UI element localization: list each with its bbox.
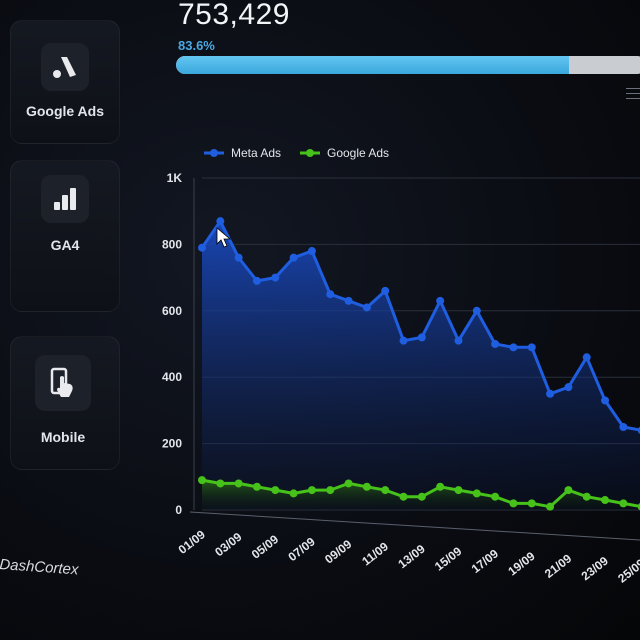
legend-label: Google Ads [327,146,389,160]
data-point [509,499,518,508]
sidebar: Google Ads GA4 Mobile DashCortex [0,0,128,640]
x-tick-label: 19/09 [505,549,538,579]
google-ads-icon [41,43,89,91]
data-point [472,489,481,498]
y-tick-label: 400 [162,370,182,384]
data-point [234,253,243,262]
bar-chart-icon [41,175,89,223]
mobile-touch-icon [35,355,91,411]
x-tick-label: 17/09 [469,546,502,576]
y-tick-label: 0 [175,503,182,517]
y-tick-label: 1K [167,171,183,185]
data-point [381,486,390,495]
x-tick-label: 09/09 [322,537,355,567]
series-area [202,480,640,510]
data-point [252,482,261,491]
data-point [198,476,206,485]
data-point [619,423,628,431]
total-value: 753,429 [178,0,290,31]
data-point [564,486,573,495]
sidebar-item-google-ads[interactable]: Google Ads [10,20,120,144]
data-point [417,333,426,342]
x-tick-label: 01/09 [176,527,209,557]
data-point [527,499,536,508]
y-tick-label: 200 [162,437,182,451]
progress-bar [176,56,640,74]
data-point [344,296,353,305]
series-line [200,219,640,432]
data-point [509,343,518,352]
data-point [216,479,225,488]
x-tick-label: 07/09 [285,534,318,564]
data-point [252,276,261,285]
percent-label: 83.6% [178,38,215,53]
y-tick-label: 800 [162,237,182,251]
data-point [326,290,335,299]
x-tick-label: 13/09 [395,542,428,572]
data-point [436,482,445,491]
data-point [546,502,555,511]
x-tick-label: 15/09 [432,544,465,574]
x-tick-label: 03/09 [212,530,245,560]
x-tick-label: 21/09 [542,551,575,581]
x-tick-label: 11/09 [359,539,391,568]
x-axis [189,511,640,541]
data-point [399,492,408,501]
legend-marker [306,149,314,157]
data-point [472,306,481,315]
y-tick-label: 600 [162,304,182,318]
sidebar-item-ga4[interactable]: GA4 [10,160,120,312]
mouse-cursor-icon [216,227,232,248]
sidebar-item-label: GA4 [50,237,80,253]
x-tick-label: 25/09 [615,556,640,586]
data-point [381,286,390,295]
data-point [564,383,573,392]
data-point [362,303,371,312]
data-point [454,336,463,345]
x-tick-label: 05/09 [249,532,282,562]
x-tick-label: 23/09 [579,554,612,584]
data-point [326,486,335,495]
progress-fill [176,56,569,74]
data-point [582,492,591,501]
data-point [399,336,408,345]
data-point [601,496,610,505]
data-point [234,479,243,488]
legend-label: Meta Ads [231,146,281,160]
sidebar-item-mobile[interactable]: Mobile [10,336,120,470]
data-point [546,389,555,398]
data-point [216,217,225,226]
data-point [637,503,640,511]
data-point [198,243,206,252]
series-area [202,221,640,510]
data-point [307,486,316,495]
data-point [582,353,591,362]
data-point [271,486,280,495]
data-point [637,426,640,434]
data-point [344,479,353,488]
data-point [289,253,298,262]
data-point [601,396,610,405]
sidebar-item-label: Google Ads [25,103,105,119]
data-point [307,247,316,256]
data-point [289,489,298,498]
data-point [454,486,463,495]
data-point [491,340,500,348]
legend-marker [210,149,218,157]
data-point [271,273,280,282]
data-point [417,492,426,501]
data-point [619,499,628,508]
data-point [436,296,445,305]
menu-icon[interactable] [626,88,640,103]
data-point [362,482,371,491]
data-point [527,343,536,352]
data-point [491,492,500,501]
sidebar-item-label: Mobile [40,429,86,445]
